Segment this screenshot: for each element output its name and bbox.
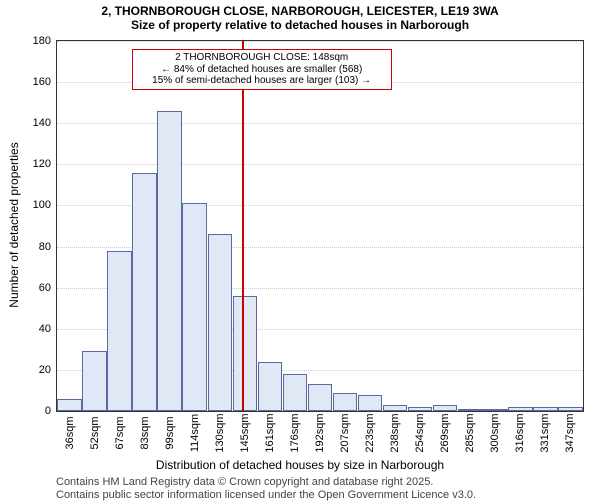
x-tick-label: 130sqm (214, 413, 226, 452)
annotation-line: 2 THORNBOROUGH CLOSE: 148sqm (137, 52, 387, 64)
y-axis-label: Number of detached properties (7, 142, 21, 307)
chart-container: 2, THORNBOROUGH CLOSE, NARBOROUGH, LEICE… (0, 0, 600, 500)
x-tick-label: 254sqm (414, 413, 426, 452)
histogram-bar (508, 407, 533, 411)
footer-line-2: Contains public sector information licen… (56, 489, 476, 502)
x-tick-label: 347sqm (564, 413, 576, 452)
histogram-bar (208, 234, 233, 411)
histogram-bar (107, 251, 132, 411)
histogram-bar (558, 407, 583, 411)
annotation-line: 15% of semi-detached houses are larger (… (137, 75, 387, 87)
x-tick-label: 83sqm (139, 416, 151, 449)
annotation-box: 2 THORNBOROUGH CLOSE: 148sqm← 84% of det… (132, 49, 392, 90)
histogram-bar (258, 362, 283, 411)
footer: Contains HM Land Registry data © Crown c… (56, 476, 476, 502)
x-axis-title: Distribution of detached houses by size … (0, 458, 600, 472)
x-tick-label: 269sqm (439, 413, 451, 452)
histogram-bar (132, 173, 157, 411)
y-tick-label: 80 (39, 241, 57, 253)
histogram-bar (82, 351, 107, 411)
reference-line (242, 41, 244, 411)
x-tick-label: 316sqm (514, 413, 526, 452)
histogram-bar (533, 407, 558, 411)
y-gridline (57, 123, 583, 124)
title-line-2: Size of property relative to detached ho… (0, 18, 600, 32)
y-tick-label: 120 (33, 158, 57, 170)
histogram-bar (483, 409, 508, 411)
x-tick-label: 300sqm (489, 413, 501, 452)
x-tick-label: 285sqm (464, 413, 476, 452)
x-tick-label: 238sqm (389, 413, 401, 452)
y-tick-label: 100 (33, 199, 57, 211)
histogram-bar (57, 399, 82, 411)
y-tick-label: 140 (33, 117, 57, 129)
histogram-bar (408, 407, 433, 411)
x-tick-label: 331sqm (539, 413, 551, 452)
y-tick-label: 20 (39, 364, 57, 376)
title-line-1: 2, THORNBOROUGH CLOSE, NARBOROUGH, LEICE… (0, 4, 600, 18)
y-gridline (57, 164, 583, 165)
histogram-bar (157, 111, 182, 411)
annotation-line: ← 84% of detached houses are smaller (56… (137, 64, 387, 76)
y-tick-label: 60 (39, 282, 57, 294)
histogram-bar (283, 374, 308, 411)
x-tick-label: 99sqm (164, 416, 176, 449)
y-tick-label: 0 (45, 405, 57, 417)
histogram-bar (383, 405, 408, 411)
histogram-bar (233, 296, 258, 411)
histogram-bar (358, 395, 383, 411)
x-tick-label: 192sqm (314, 413, 326, 452)
x-tick-label: 67sqm (114, 416, 126, 449)
x-tick-label: 161sqm (264, 413, 276, 452)
chart-title: 2, THORNBOROUGH CLOSE, NARBOROUGH, LEICE… (0, 0, 600, 33)
x-tick-label: 176sqm (289, 413, 301, 452)
y-gridline (57, 41, 583, 42)
y-tick-label: 40 (39, 323, 57, 335)
footer-line-1: Contains HM Land Registry data © Crown c… (56, 476, 476, 489)
x-tick-label: 223sqm (364, 413, 376, 452)
histogram-bar (433, 405, 458, 411)
histogram-bar (458, 409, 483, 411)
x-tick-label: 207sqm (339, 413, 351, 452)
x-tick-label: 145sqm (239, 413, 251, 452)
x-tick-label: 52sqm (89, 416, 101, 449)
histogram-bar (333, 393, 358, 412)
histogram-bar (182, 203, 207, 411)
y-tick-label: 160 (33, 76, 57, 88)
y-tick-label: 180 (33, 35, 57, 47)
histogram-bar (308, 384, 333, 411)
plot-area: 02040608010012014016018036sqm52sqm67sqm8… (56, 40, 584, 412)
x-tick-label: 114sqm (189, 414, 201, 452)
x-tick-label: 36sqm (64, 416, 76, 449)
